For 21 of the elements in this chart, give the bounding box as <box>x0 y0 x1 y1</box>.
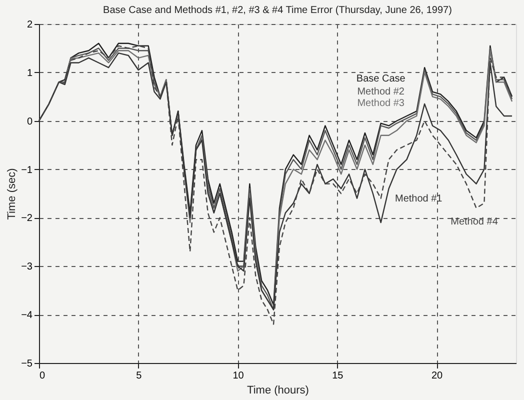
chart-title: Base Case and Methods #1, #2, #3 & #4 Time Error (Thursday, June 26, 1997) <box>103 5 452 16</box>
y-tick-label: 2 <box>26 20 33 30</box>
series-label: Method #1 <box>394 193 443 204</box>
x-tick-label: 5 <box>136 370 142 382</box>
y-tick-label: −5 <box>21 358 33 370</box>
x-tick-label: 15 <box>332 370 344 382</box>
x-tick-label: 0 <box>40 370 46 382</box>
y-tick-label: −3 <box>21 262 33 273</box>
y-tick-label: −2 <box>21 213 33 224</box>
x-tick-label: 10 <box>232 370 244 382</box>
y-axis-title: Time (sec) <box>6 168 18 220</box>
series-label: Method #4 <box>450 216 498 228</box>
series-label: Base Case <box>356 74 406 85</box>
series-label: Method #3 <box>357 98 405 109</box>
y-tick-label: 1 <box>26 68 33 79</box>
series-label: Method #2 <box>357 86 405 98</box>
y-tick-label: −1 <box>21 164 33 176</box>
y-tick-label: −4 <box>21 310 33 322</box>
x-axis-title: Time (hours) <box>247 384 309 396</box>
x-tick-label: 20 <box>431 370 443 382</box>
y-tick-label: 0 <box>26 116 33 128</box>
